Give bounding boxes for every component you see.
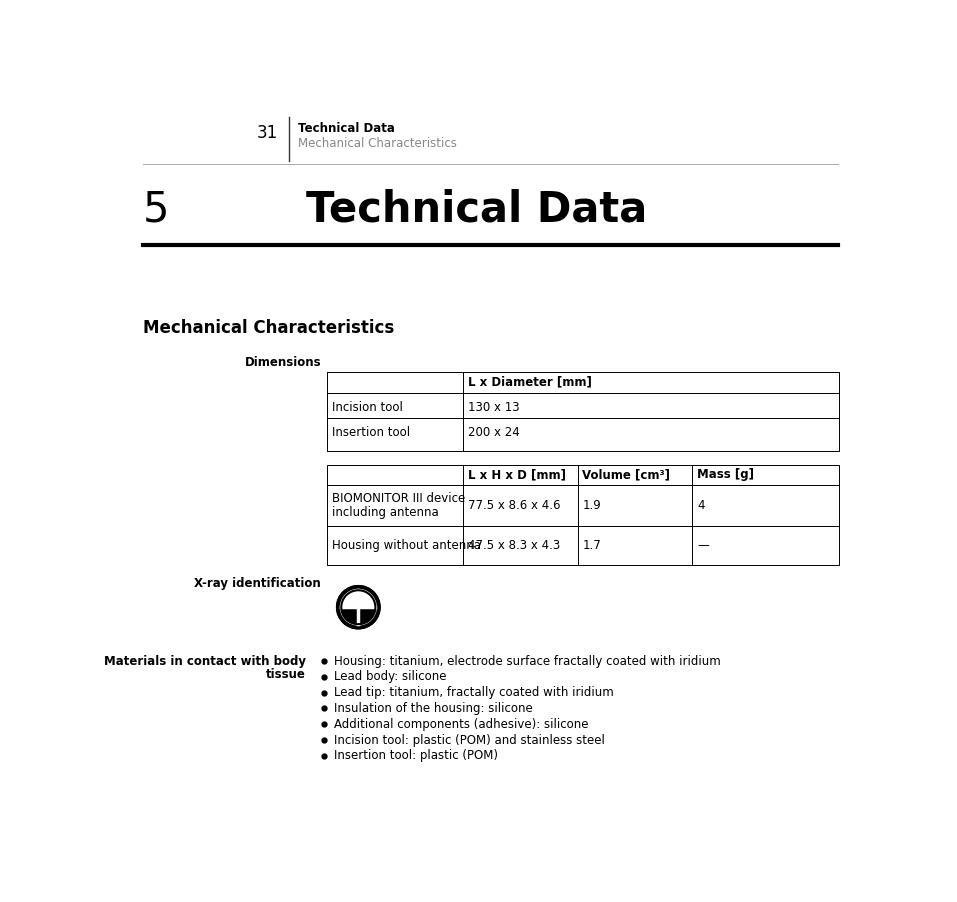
- Text: Technical Data: Technical Data: [298, 122, 394, 134]
- Text: Incision tool: Incision tool: [332, 401, 403, 414]
- Text: 130 x 13: 130 x 13: [468, 401, 520, 414]
- Text: Housing without antenna: Housing without antenna: [332, 539, 481, 552]
- Text: BIOMONITOR III device: BIOMONITOR III device: [332, 492, 465, 505]
- Text: tissue: tissue: [266, 667, 305, 681]
- Text: Insertion tool: plastic (POM): Insertion tool: plastic (POM): [334, 750, 498, 762]
- Text: 200 x 24: 200 x 24: [468, 426, 520, 439]
- Text: Technical Data: Technical Data: [305, 189, 647, 231]
- Wedge shape: [342, 607, 375, 624]
- Text: Insulation of the housing: silicone: Insulation of the housing: silicone: [334, 702, 532, 715]
- Text: 31: 31: [256, 124, 278, 142]
- Bar: [327, 465, 839, 565]
- Text: Dimensions: Dimensions: [244, 356, 322, 369]
- Text: L x Diameter [mm]: L x Diameter [mm]: [468, 376, 592, 389]
- Circle shape: [337, 585, 380, 629]
- Text: including antenna: including antenna: [332, 506, 438, 519]
- Text: Lead tip: titanium, fractally coated with iridium: Lead tip: titanium, fractally coated wit…: [334, 686, 613, 699]
- Text: Mechanical Characteristics: Mechanical Characteristics: [298, 137, 456, 150]
- Text: 1.7: 1.7: [582, 539, 601, 552]
- Text: 1.9: 1.9: [582, 499, 601, 512]
- Text: Additional components (adhesive): silicone: Additional components (adhesive): silico…: [334, 718, 588, 731]
- Text: Mechanical Characteristics: Mechanical Characteristics: [143, 318, 394, 336]
- Circle shape: [337, 585, 380, 629]
- Text: 77.5 x 8.6 x 4.6: 77.5 x 8.6 x 4.6: [468, 499, 560, 512]
- Text: Incision tool: plastic (POM) and stainless steel: Incision tool: plastic (POM) and stainle…: [334, 733, 605, 747]
- Bar: [327, 372, 839, 451]
- Wedge shape: [342, 590, 375, 607]
- Text: 47.5 x 8.3 x 4.3: 47.5 x 8.3 x 4.3: [468, 539, 560, 552]
- Text: 4: 4: [697, 499, 704, 512]
- Wedge shape: [342, 607, 375, 624]
- Circle shape: [341, 590, 376, 625]
- Wedge shape: [342, 590, 375, 607]
- Text: L x H x D [mm]: L x H x D [mm]: [468, 468, 566, 482]
- Text: Insertion tool: Insertion tool: [332, 426, 411, 439]
- Text: Mass [g]: Mass [g]: [697, 468, 754, 482]
- Text: Volume [cm³]: Volume [cm³]: [582, 468, 670, 482]
- Text: —: —: [697, 539, 709, 552]
- Text: Housing: titanium, electrode surface fractally coated with iridium: Housing: titanium, electrode surface fra…: [334, 655, 721, 667]
- Text: Lead body: silicone: Lead body: silicone: [334, 670, 446, 684]
- Circle shape: [342, 590, 375, 624]
- Text: Materials in contact with body: Materials in contact with body: [103, 655, 305, 667]
- Text: 5: 5: [143, 189, 169, 231]
- Text: X-ray identification: X-ray identification: [194, 577, 322, 590]
